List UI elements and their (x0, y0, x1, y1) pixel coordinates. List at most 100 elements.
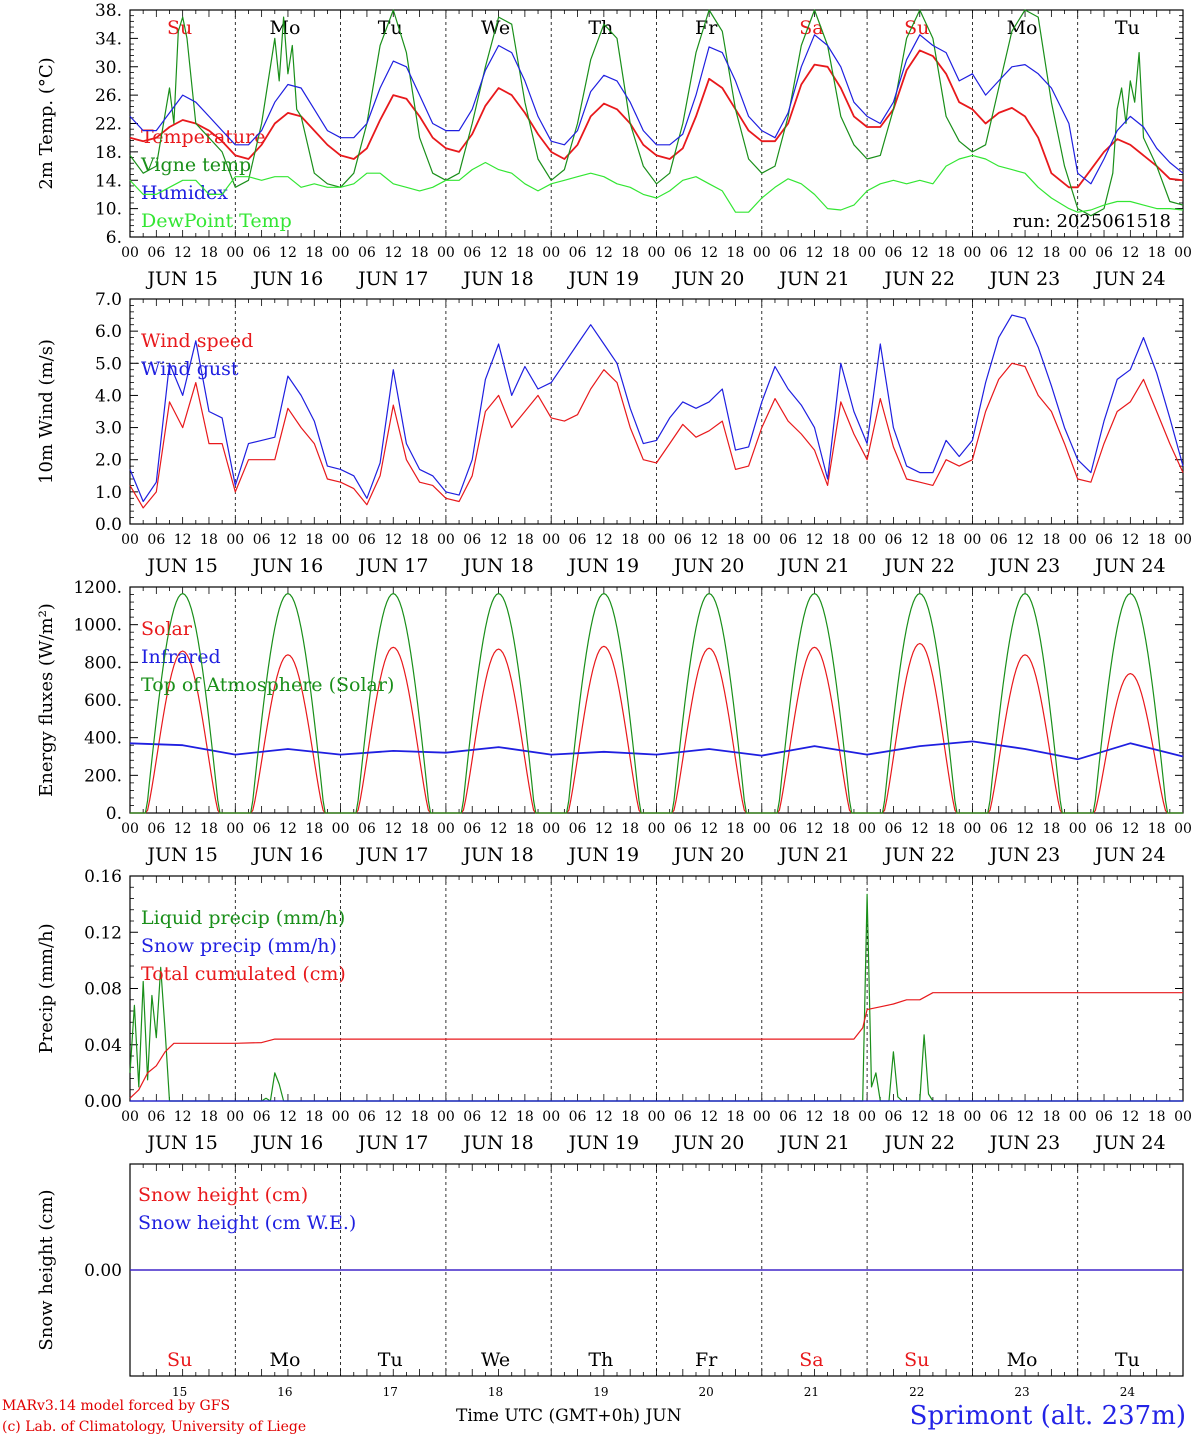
hour-tick-label: 18 (1148, 1109, 1166, 1125)
hour-tick-label: 12 (1121, 532, 1139, 548)
legend-entry: DewPoint Temp (141, 210, 292, 232)
hour-tick-label: 00 (1174, 821, 1192, 837)
weekday-label: Mo (1007, 1349, 1038, 1371)
weekday-label: Sa (799, 1349, 823, 1371)
hour-tick-label: 12 (174, 821, 192, 837)
hour-tick-label: 00 (1174, 245, 1192, 261)
hour-tick-label: 18 (1042, 821, 1060, 837)
y-axis-title: Energy fluxes (W/m²) (36, 603, 57, 797)
date-label: JUN 23 (988, 1132, 1060, 1154)
legend-entry: Snow height (cm W.E.) (138, 1212, 356, 1234)
hour-tick-label: 00 (332, 821, 350, 837)
hour-tick-label: 06 (990, 532, 1008, 548)
hour-tick-label: 00 (226, 821, 244, 837)
hour-tick-label: 00 (753, 245, 771, 261)
hour-tick-label: 18 (200, 1109, 218, 1125)
y-tick-label: 5.0 (95, 354, 122, 374)
hour-tick-label: 00 (437, 821, 455, 837)
hour-tick-label: 12 (490, 1109, 508, 1125)
day-number-label: 22 (909, 1385, 924, 1399)
legend-entry: Wind speed (141, 330, 253, 352)
date-label: JUN 17 (356, 555, 428, 577)
hour-tick-label: 06 (779, 532, 797, 548)
series-infrared (129, 740, 1184, 761)
y-tick-label: 0.00 (84, 1092, 122, 1112)
hour-tick-label: 18 (516, 245, 534, 261)
date-label: JUN 22 (883, 844, 955, 866)
hour-tick-label: 18 (937, 245, 955, 261)
hour-tick-label: 18 (305, 245, 323, 261)
hour-tick-label: 12 (490, 245, 508, 261)
hour-tick-label: 00 (648, 532, 666, 548)
hour-tick-label: 12 (911, 1109, 929, 1125)
hour-tick-label: 00 (437, 532, 455, 548)
date-label: JUN 15 (145, 268, 217, 290)
date-label: JUN 20 (672, 844, 744, 866)
hour-tick-label: 12 (1121, 1109, 1139, 1125)
date-label: JUN 18 (461, 844, 533, 866)
hour-tick-label: 18 (621, 1109, 639, 1125)
y-tick-label: 6. (106, 228, 122, 248)
hour-tick-label: 12 (911, 532, 929, 548)
y-tick-label: 1200. (73, 578, 122, 598)
hour-tick-label: 06 (253, 1109, 271, 1125)
date-label: JUN 19 (567, 844, 639, 866)
hour-tick-label: 12 (595, 532, 613, 548)
y-tick-label: 6.0 (95, 322, 122, 342)
hour-tick-label: 06 (674, 532, 692, 548)
hour-tick-label: 06 (674, 821, 692, 837)
date-label: JUN 18 (461, 1132, 533, 1154)
y-tick-label: 22. (95, 115, 122, 135)
hour-tick-label: 12 (384, 245, 402, 261)
date-label: JUN 24 (1093, 555, 1165, 577)
hour-tick-label: 06 (569, 821, 587, 837)
x-axis-label: Time UTC (GMT+0h) JUN (456, 1406, 682, 1426)
hour-tick-label: 18 (1148, 245, 1166, 261)
hour-tick-label: 12 (490, 821, 508, 837)
hour-tick-label: 00 (648, 1109, 666, 1125)
series-vigne-temp (129, 9, 1184, 217)
day-number-label: 16 (277, 1385, 292, 1399)
weekday-label: Mo (1007, 17, 1038, 39)
copyright-credit: (c) Lab. of Climatology, University of L… (2, 1419, 307, 1435)
y-tick-label: 0.12 (84, 923, 122, 943)
day-number-label: 24 (1120, 1385, 1136, 1399)
y-tick-label: 34. (95, 29, 122, 49)
legend-entry: Infrared (141, 646, 221, 668)
hour-tick-label: 18 (305, 1109, 323, 1125)
site-title: Sprimont (alt. 237m) (909, 1401, 1186, 1431)
day-number-label: 23 (1014, 1385, 1029, 1399)
hour-tick-label: 18 (832, 1109, 850, 1125)
hour-tick-label: 06 (885, 245, 903, 261)
hour-tick-label: 06 (674, 245, 692, 261)
y-tick-label: 18. (95, 143, 122, 163)
hour-tick-label: 06 (147, 532, 165, 548)
hour-tick-label: 18 (727, 1109, 745, 1125)
day-number-label: 20 (699, 1385, 714, 1399)
hour-tick-label: 12 (279, 532, 297, 548)
date-label: JUN 22 (883, 268, 955, 290)
date-label: JUN 22 (883, 555, 955, 577)
date-label: JUN 15 (145, 844, 217, 866)
hour-tick-label: 00 (963, 532, 981, 548)
hour-tick-label: 00 (858, 245, 876, 261)
weekday-label: Tu (378, 1349, 403, 1371)
hour-tick-label: 06 (779, 245, 797, 261)
date-label: JUN 19 (567, 268, 639, 290)
hour-tick-label: 18 (1042, 245, 1060, 261)
legend-entry: Liquid precip (mm/h) (141, 907, 345, 929)
hour-tick-label: 06 (674, 1109, 692, 1125)
y-tick-label: 0. (106, 804, 122, 824)
hour-tick-label: 18 (727, 532, 745, 548)
weekday-label: Sa (799, 17, 823, 39)
hour-tick-label: 00 (121, 245, 139, 261)
date-label: JUN 24 (1093, 268, 1165, 290)
legend-entry: Vigne temp (140, 154, 251, 176)
hour-tick-label: 12 (806, 532, 824, 548)
hour-tick-label: 12 (911, 245, 929, 261)
date-label: JUN 15 (145, 1132, 217, 1154)
hour-tick-label: 18 (1148, 532, 1166, 548)
hour-tick-label: 12 (279, 1109, 297, 1125)
hour-tick-label: 12 (1016, 1109, 1034, 1125)
